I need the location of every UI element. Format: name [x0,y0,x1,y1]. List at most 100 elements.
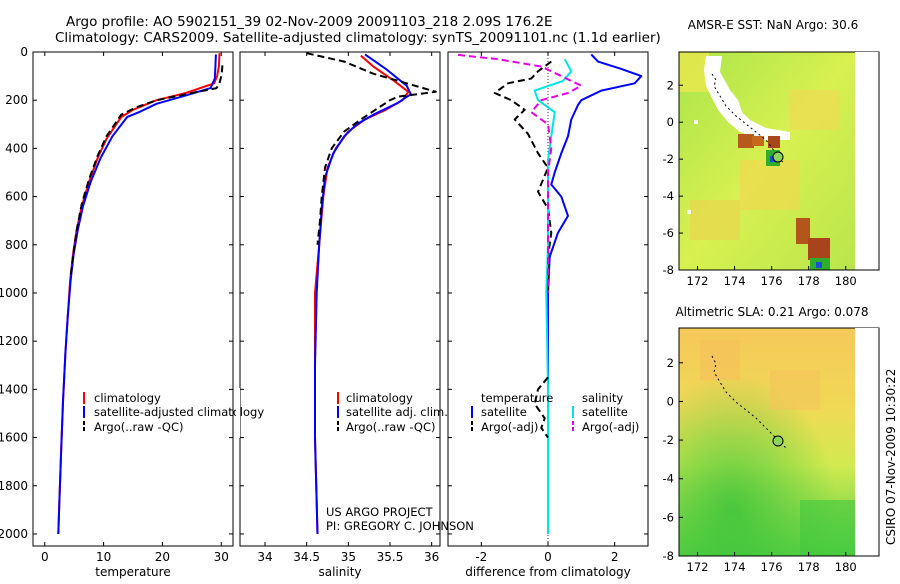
sst-map-missing-data [687,210,691,214]
y-tick-label: 2000 [0,527,28,541]
map-y-tick-label: -2 [663,433,674,447]
legend-label-diff-sal-sat: satellite [582,405,628,419]
x-tick-label: 36 [424,550,439,564]
sla-map [679,328,855,556]
legend-heading-salinity: salinity [582,391,623,405]
y-tick-label: 0 [20,45,28,59]
legend-label-climatology: climatology [94,391,161,405]
project-credit: US ARGO PROJECT [326,505,434,519]
series-line-salinity-satellite [533,58,573,534]
y-tick-label: 1000 [0,286,28,300]
sst-map-missing-data [694,120,698,124]
x-tick-label: 0 [544,550,552,564]
map-y-tick-label: 2 [667,356,674,370]
sst-map-axes: 172 174 176 178 180 2 0 -2 -4 -6 -8 [663,78,857,288]
sla-map-orange-patch [700,340,740,380]
series-line-temperature-argo-adj- [493,60,553,293]
x-tick-label: 34.5 [293,550,320,564]
series-line-argo-raw-qc- [69,65,224,277]
map-x-tick-label: 180 [835,274,857,288]
series-line-deep-temperature-argo [533,376,549,439]
sla-map-green-patch [800,500,855,556]
sla-map-orange-patch [770,370,820,410]
sst-map-title: AMSR-E SST: NaN Argo: 30.6 [688,18,858,32]
figure-title-line1: Argo profile: AO 5902151_39 02-Nov-2009 … [66,14,553,30]
sla-map-float-marker [772,435,784,447]
figure-title-line2: Climatology: CARS2009. Satellite-adjuste… [55,30,661,46]
pi-credit: PI: GREGORY C. JOHNSON [326,519,474,533]
sst-map-warm-patch [679,52,709,92]
map-y-tick-label: -8 [663,263,674,277]
map-x-tick-label: 172 [687,560,709,574]
difference-legend: temperature satellite Argo(-adj) salinit… [471,391,639,434]
x-tick-label: 35 [341,550,356,564]
sst-map-warm-patch [690,200,740,240]
legend-label-sal-argo: Argo(..raw -QC) [346,420,436,434]
sla-map-trajectory [711,355,787,449]
legend-label-sal-satellite: satellite adj. clim. [346,405,448,419]
map-y-tick-label: -4 [663,189,674,203]
y-tick-label: 200 [5,93,28,107]
map-x-tick-label: 174 [724,560,746,574]
sst-map-warm-patch [790,90,840,130]
x-tick-label: 30 [214,550,229,564]
map-x-tick-label: 176 [761,274,783,288]
legend-heading-temperature: temperature [481,391,553,405]
x-tick-label: 0 [41,550,49,564]
series-line-satellite-adj-clim- [314,53,412,535]
x-tick-label: 20 [155,550,170,564]
series-line-climatology [57,53,221,535]
map-x-tick-label: 178 [798,274,820,288]
y-tick-label: 1800 [0,479,28,493]
series-line-salinity-argo-adj- [457,53,583,293]
y-tick-label: 1600 [0,431,28,445]
x-axis-label: salinity [318,565,361,579]
y-tick-label: 600 [5,190,28,204]
map-y-tick-label: -6 [663,226,674,240]
y-tick-label: 1400 [0,382,28,396]
sst-map-float-marker [772,151,784,163]
map-y-tick-label: 0 [667,394,674,408]
map-x-tick-label: 172 [687,274,709,288]
x-axis-label: temperature [95,565,170,579]
legend-label-argo: Argo(..raw -QC) [94,420,184,434]
salinity-panel: 34 34.5 35 35.5 36 salinity [239,51,441,579]
sst-map-hot-patch [768,136,780,148]
map-y-tick-label: -6 [663,510,674,524]
series-line-argo-raw-qc- [306,52,437,245]
legend-label-diff-temp-argo: Argo(-adj) [481,420,538,434]
map-y-tick-label: 2 [667,78,674,92]
x-tick-label: -2 [475,550,487,564]
legend-label-diff-sal-argo: Argo(-adj) [582,420,639,434]
map-y-tick-label: 0 [667,115,674,129]
y-tick-label: 400 [5,141,28,155]
sla-map-axes: 172 174 176 178 180 2 0 -2 -4 -6 -8 [663,356,857,574]
y-tick-label: 800 [5,238,28,252]
y-tick-label: 1200 [0,334,28,348]
x-tick-label: 34 [257,550,272,564]
temperature-panel: 0 10 20 30 0 200 400 600 800 1000 1200 1400 1600 1800… [0,45,234,579]
plot-frame [239,51,441,547]
sst-map-trajectory [711,73,785,165]
map-x-tick-label: 180 [835,560,857,574]
map-x-tick-label: 176 [761,560,783,574]
series-line-satellite-adjusted-climatology [57,54,217,535]
legend-label-satellite: satellite-adjusted climatology [94,405,264,419]
sla-map-title: Altimetric SLA: 0.21 Argo: 0.078 [675,305,868,319]
sst-map-missing-data [704,56,790,140]
plot-frame [32,51,234,547]
sst-map-hot-patch [796,218,810,244]
sst-map-cold-patch [816,262,822,268]
salinity-legend: climatology satellite adj. clim. Argo(..… [337,391,448,434]
sst-map [679,52,855,270]
map-x-tick-label: 178 [798,560,820,574]
x-tick-label: 35.5 [377,550,404,564]
map-y-tick-label: -4 [663,472,674,486]
temperature-legend: climatology satellite-adjusted climatolo… [83,391,264,434]
sst-map-warm-patch [740,160,800,210]
series-line-climatology [314,54,410,535]
sst-map-hot-patch [752,136,764,146]
x-axis-label: difference from climatology [465,565,631,579]
